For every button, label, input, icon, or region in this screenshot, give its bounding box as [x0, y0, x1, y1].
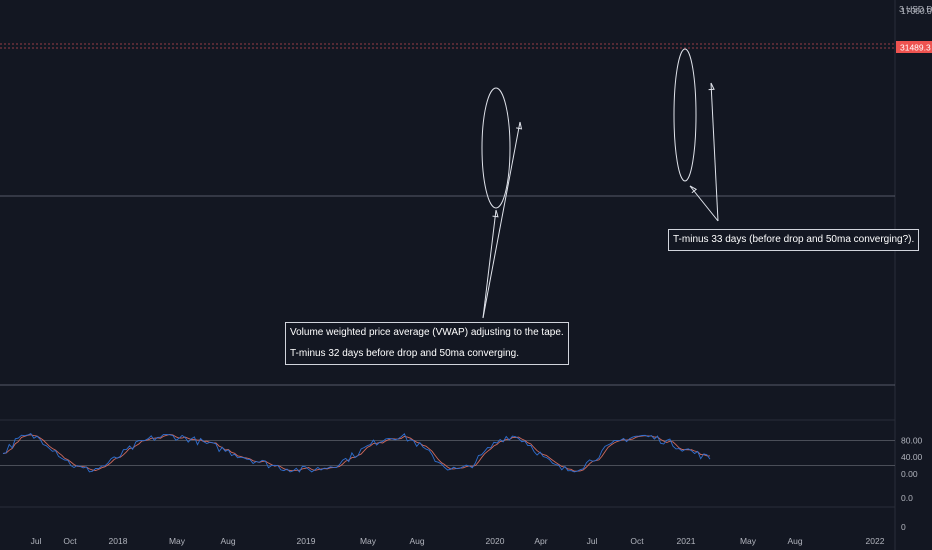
x-tick-label: May	[740, 536, 757, 546]
x-tick-label: 2020	[486, 536, 505, 546]
vwap-annotation-line-1: Volume weighted price average (VWAP) adj…	[290, 327, 564, 338]
y-tick-label: 17000.0	[901, 6, 932, 16]
bottom-pane-tick-label: 0	[901, 522, 906, 532]
highlight-ellipse-2020	[481, 87, 511, 209]
x-tick-label: Jul	[31, 536, 42, 546]
last-price-tag	[896, 41, 932, 53]
x-tick-label: Aug	[220, 536, 235, 546]
x-tick-label: 2022	[866, 536, 885, 546]
vwap-annotation-line-2: T-minus 32 days before drop and 50ma con…	[290, 348, 520, 359]
vwap-annotation[interactable]: Volume weighted price average (VWAP) adj…	[285, 322, 569, 365]
x-tick-label: Jul	[587, 536, 598, 546]
tminus33-annotation[interactable]: T-minus 33 days (before drop and 50ma co…	[668, 229, 920, 251]
x-tick-label: Aug	[787, 536, 802, 546]
x-tick-label: Oct	[630, 536, 644, 546]
arrow-to-2021-ellipse-head	[689, 185, 698, 194]
x-tick-label: Apr	[534, 536, 547, 546]
arrow-to-2020-ellipse	[482, 209, 497, 319]
currency-label: 3 USD Ð	[899, 4, 932, 14]
stoch-k-line	[2, 433, 711, 473]
arrow-to-2021-ellipse	[689, 185, 719, 222]
arrow-to-2021-price	[710, 82, 719, 222]
last-price-value: 31489.3	[900, 43, 931, 53]
highlight-ellipse-2021	[673, 48, 697, 182]
stoch-tick-label: 80.00	[901, 435, 923, 445]
arrow-to-2020-peak-head	[516, 121, 523, 130]
arrow-to-2020-ellipse-head	[492, 209, 499, 218]
stoch-tick-label: 40.00	[901, 452, 923, 462]
x-tick-label: 2021	[677, 536, 696, 546]
arrow-to-2020-peak	[482, 121, 521, 319]
stoch-tick-label: 0.0	[901, 493, 913, 503]
tminus33-annotation-text: T-minus 33 days (before drop and 50ma co…	[673, 234, 915, 245]
x-tick-label: Oct	[63, 536, 77, 546]
x-tick-label: 2019	[297, 536, 316, 546]
stoch-tick-label: 0.00	[901, 469, 918, 479]
x-tick-label: May	[169, 536, 186, 546]
arrow-to-2021-price-head	[708, 82, 715, 91]
x-tick-label: May	[360, 536, 377, 546]
x-tick-label: 2018	[109, 536, 128, 546]
x-tick-label: Aug	[409, 536, 424, 546]
